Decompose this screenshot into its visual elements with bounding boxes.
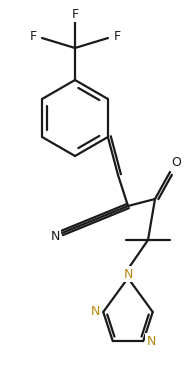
Text: O: O [171, 156, 181, 170]
Text: N: N [50, 229, 60, 243]
Text: F: F [113, 29, 121, 42]
Text: N: N [147, 335, 156, 347]
Text: N: N [91, 305, 100, 318]
Text: F: F [30, 29, 36, 42]
Text: F: F [71, 8, 79, 21]
Text: N: N [123, 267, 133, 280]
